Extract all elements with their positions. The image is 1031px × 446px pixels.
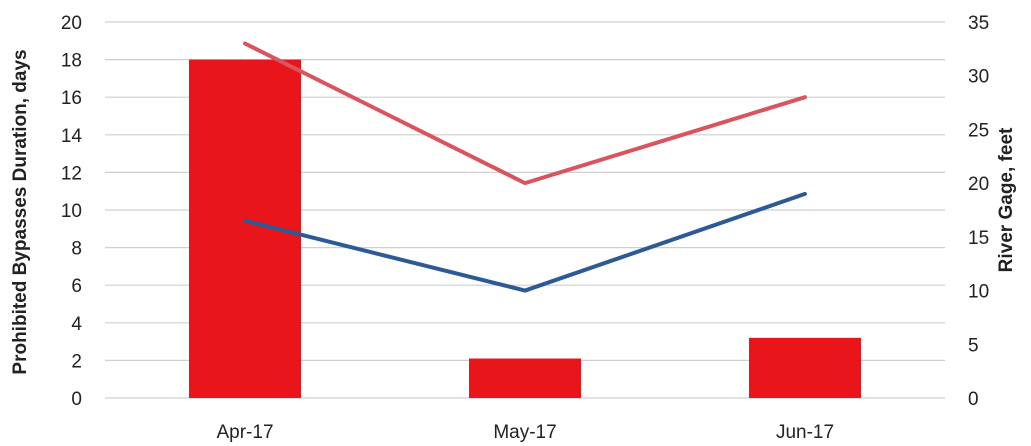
left-axis-ticks: 0 2 4 6 8 10 12 14 16 18 20	[61, 13, 83, 410]
left-tick-label: 20	[61, 13, 82, 34]
left-tick-label: 6	[71, 276, 82, 297]
right-tick-label: 5	[968, 335, 979, 356]
left-tick-label: 4	[71, 314, 82, 335]
left-tick-label: 2	[71, 351, 82, 372]
right-tick-label: 30	[968, 67, 989, 88]
bar	[749, 337, 861, 398]
bar	[469, 358, 581, 398]
right-axis-title: River Gage, feet	[996, 127, 1017, 272]
line-series-2	[243, 191, 807, 293]
x-tick-label: Apr-17	[216, 422, 273, 443]
left-tick-label: 14	[61, 126, 83, 147]
x-tick-label: May-17	[493, 422, 556, 443]
left-tick-label: 8	[71, 239, 82, 260]
x-axis-ticks: Apr-17 May-17 Jun-17	[216, 422, 834, 443]
left-axis-title: Prohibited Bypasses Duration, days	[10, 49, 31, 374]
right-tick-label: 0	[968, 389, 979, 410]
line-series	[243, 41, 807, 293]
right-tick-label: 25	[968, 120, 989, 141]
right-tick-label: 20	[968, 174, 989, 195]
right-axis-ticks: 0 5 10 15 20 25 30 35	[968, 13, 989, 410]
right-tick-label: 35	[968, 13, 989, 34]
left-tick-label: 16	[61, 88, 82, 109]
left-tick-label: 18	[61, 51, 82, 72]
line-series-1	[243, 41, 807, 186]
left-tick-label: 12	[61, 163, 82, 184]
x-tick-label: Jun-17	[776, 422, 834, 443]
right-tick-label: 10	[968, 282, 989, 303]
right-tick-label: 15	[968, 228, 989, 249]
left-tick-label: 0	[71, 389, 82, 410]
left-tick-label: 10	[61, 201, 82, 222]
